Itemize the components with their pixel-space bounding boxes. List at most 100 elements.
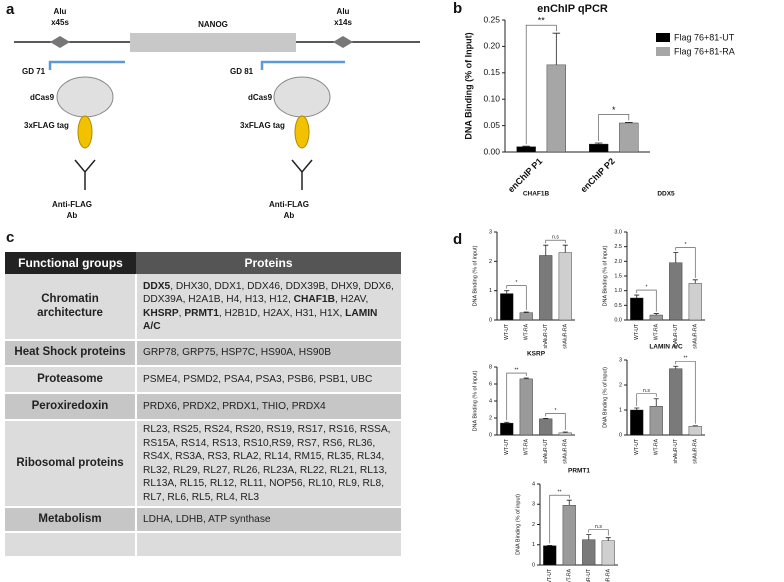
protein-name: LAMIN A/C xyxy=(143,307,378,333)
error-bar xyxy=(692,425,698,427)
antibody-label: Anti-FLAG xyxy=(269,200,309,209)
protein-list: PSME4, PSMD2, PSA4, PSA3, PSB6, PSB1, UB… xyxy=(143,373,373,385)
chart-title: enChIP qPCR xyxy=(537,3,608,15)
bar xyxy=(539,418,553,436)
x-tick-label: WT-UT xyxy=(504,324,510,340)
x-tick-label: WT-RA xyxy=(654,438,660,455)
alu-site xyxy=(50,36,70,48)
significance-label: n.s xyxy=(643,388,650,394)
y-tick-label: 3 xyxy=(489,229,492,235)
legend-swatch xyxy=(656,33,670,42)
y-tick-label: 2.5 xyxy=(614,244,622,250)
x-tick-label: WT-RA xyxy=(567,568,573,582)
x-tick-label: enChIP P1 xyxy=(506,156,544,194)
table-header: Functional groups xyxy=(5,252,136,274)
bar xyxy=(649,314,663,321)
y-axis-label: DNA Binding (% of input) xyxy=(602,245,608,306)
protein-name: PRMT1 xyxy=(184,307,219,319)
protein-list: RL23, RS25, RS24, RS20, RS19, RS17, RS16… xyxy=(143,424,391,503)
significance-bracket xyxy=(675,247,696,278)
bar xyxy=(649,406,663,436)
chart-title: CHAF1B xyxy=(523,191,550,198)
chart-title: PRMT1 xyxy=(568,468,590,475)
significance-label: n.s xyxy=(552,235,559,241)
y-tick-label: 4 xyxy=(489,398,492,404)
protein-list: GRP78, GRP75, HSP7C, HS90A, HS90B xyxy=(143,347,331,359)
protein-cell: GRP78, GRP75, HSP7C, HS90A, HS90B xyxy=(136,340,401,367)
dcas9 xyxy=(273,76,331,118)
y-tick-label: 2 xyxy=(489,259,492,265)
protein-table: Functional groups Proteins Chromatin arc… xyxy=(5,252,401,558)
protein-name: KHSRP xyxy=(143,307,179,319)
protein-name: CHAF1B xyxy=(293,294,335,305)
bar xyxy=(601,540,615,566)
tag-label: 3xFLAG tag xyxy=(240,121,285,130)
x-tick-label: shAluR-UT xyxy=(673,439,679,463)
significance-label: ** xyxy=(538,16,546,26)
y-tick-label: 6 xyxy=(489,381,492,387)
protein-label: dCas9 xyxy=(248,93,273,102)
y-tick-label: 3 xyxy=(532,502,535,508)
y-tick-label: 1.5 xyxy=(614,273,622,279)
error-bar xyxy=(504,290,510,294)
bar xyxy=(582,539,596,566)
group-cell: Ribosomal proteins xyxy=(5,420,137,508)
bar xyxy=(500,293,514,321)
protein-list: , xyxy=(178,307,185,319)
protein-label: dCas9 xyxy=(30,93,55,102)
protein-cell: DDX5, DHX30, DDX1, DDX46, DDX39B, DHX9, … xyxy=(136,274,401,341)
gene-label: NANOG xyxy=(198,20,228,29)
error-bar xyxy=(552,32,561,65)
error-bar xyxy=(653,313,659,316)
error-bar xyxy=(673,365,679,369)
guide-rna xyxy=(260,60,345,70)
protein-cell xyxy=(136,532,401,558)
error-bar xyxy=(586,534,592,540)
y-axis-label: DNA Binding (% of input) xyxy=(472,370,478,431)
table-header: Proteins xyxy=(136,252,401,274)
significance-label: * xyxy=(555,408,557,414)
x-tick-label: WT-RA xyxy=(524,438,530,455)
y-tick-label: 1.0 xyxy=(614,288,622,294)
y-tick-label: 0.20 xyxy=(483,41,500,51)
x-tick-label: shAluR-UT xyxy=(673,324,679,348)
x-tick-label: WT-UT xyxy=(504,439,510,455)
bar xyxy=(539,255,553,321)
bar xyxy=(500,422,514,436)
y-tick-label: 0.15 xyxy=(483,67,500,77)
y-tick-label: 3.0 xyxy=(614,229,622,235)
protein-name: DDX5 xyxy=(143,280,171,292)
alu-label: x14s xyxy=(334,18,352,27)
significance-bracket xyxy=(588,529,609,536)
antibody-label: Ab xyxy=(67,211,78,220)
x-tick-label: WT-RA xyxy=(654,323,660,340)
y-tick-label: 3 xyxy=(619,357,622,363)
error-bar xyxy=(625,122,633,123)
bar xyxy=(519,378,533,436)
error-bar xyxy=(543,244,549,256)
y-tick-label: 2 xyxy=(489,415,492,421)
significance-bracket xyxy=(506,372,527,421)
antibody-label: Ab xyxy=(284,211,295,220)
significance-bracket xyxy=(675,360,696,424)
bar xyxy=(688,426,702,436)
panel-label: c xyxy=(6,229,14,246)
significance-label: ** xyxy=(558,490,562,496)
error-bar xyxy=(673,252,679,263)
protein-list: , H2AV, xyxy=(334,294,369,305)
panel-label: b xyxy=(453,0,462,17)
protein-list: LDHA, LDHB, ATP synthase xyxy=(143,513,271,525)
significance-label: * xyxy=(612,105,616,115)
protein-cell: LDHA, LDHB, ATP synthase xyxy=(136,507,401,533)
y-tick-label: 1 xyxy=(619,407,622,413)
x-tick-label: shAluR-UT xyxy=(586,569,592,582)
x-tick-label: shAluR-RA xyxy=(563,323,569,348)
bar xyxy=(669,368,683,436)
legend-label: Flag 76+81-UT xyxy=(674,32,735,42)
y-tick-label: 0 xyxy=(619,432,622,438)
x-tick-label: shAluR-RA xyxy=(606,568,612,582)
legend-swatch xyxy=(656,47,670,56)
x-tick-label: shAluR-UT xyxy=(543,439,549,463)
error-bar xyxy=(692,279,698,284)
